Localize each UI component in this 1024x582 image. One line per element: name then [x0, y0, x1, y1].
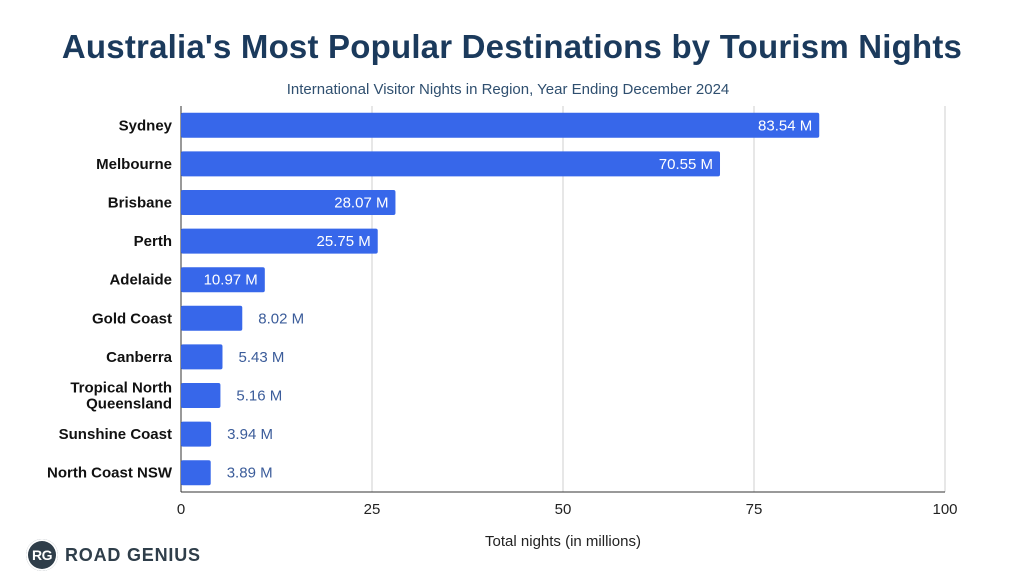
category-label: Brisbane	[108, 195, 172, 212]
bar	[181, 344, 223, 370]
data-label: 10.97 M	[204, 272, 258, 289]
category-label: Melbourne	[96, 156, 172, 173]
logo-text: ROAD GENIUS	[65, 544, 201, 565]
bar	[181, 305, 243, 331]
data-label: 3.94 M	[227, 426, 273, 443]
category-label: Sydney	[119, 117, 173, 134]
bar	[181, 112, 820, 138]
category-label-line: Canberra	[106, 349, 173, 366]
x-tick-label: 25	[364, 501, 381, 518]
x-tick-label: 75	[746, 501, 763, 518]
category-label-line: Queensland	[86, 396, 172, 413]
bar	[181, 228, 378, 254]
data-label: 28.07 M	[334, 195, 388, 212]
data-label: 25.75 M	[317, 233, 371, 250]
category-label: Tropical North Queensland	[70, 380, 172, 413]
data-label: 3.89 M	[227, 465, 273, 482]
chart-subtitle: International Visitor Nights in Region, …	[286, 81, 730, 98]
category-label: Canberra	[106, 349, 173, 366]
category-label-line: North Coast NSW	[47, 465, 173, 482]
rg-logo-icon: RG	[26, 539, 58, 571]
category-label-line: Tropical North	[70, 380, 172, 397]
category-label-line: Brisbane	[108, 195, 172, 212]
category-label-line: Melbourne	[96, 156, 172, 173]
category-label-line: Sunshine Coast	[59, 426, 172, 443]
bar	[181, 460, 211, 486]
data-label: 70.55 M	[659, 156, 713, 173]
category-label: Gold Coast	[92, 310, 172, 327]
bar	[181, 190, 396, 215]
category-label-line: Adelaide	[109, 272, 172, 289]
bar	[181, 383, 221, 408]
data-label: 5.16 M	[236, 388, 282, 405]
x-tick-label: 0	[177, 501, 185, 518]
chart-title: Australia's Most Popular Destinations by…	[61, 28, 963, 65]
category-label: Sunshine Coast	[59, 426, 172, 443]
x-axis-title: Total nights (in millions)	[485, 533, 641, 550]
category-label: North Coast NSW	[47, 465, 173, 482]
category-label-line: Perth	[134, 233, 172, 250]
category-label: Perth	[134, 233, 172, 250]
data-label: 8.02 M	[258, 310, 304, 327]
category-label-line: Gold Coast	[92, 310, 172, 327]
x-tick-label: 100	[932, 501, 957, 518]
category-label: Adelaide	[109, 272, 172, 289]
category-label-line: Sydney	[119, 117, 173, 134]
bar	[181, 267, 265, 293]
bar	[181, 151, 721, 177]
data-label: 5.43 M	[238, 349, 284, 366]
data-label: 83.54 M	[758, 117, 812, 134]
road-genius-logo: RG ROAD GENIUS	[26, 538, 201, 572]
bar	[181, 421, 212, 447]
x-tick-label: 50	[555, 501, 572, 518]
